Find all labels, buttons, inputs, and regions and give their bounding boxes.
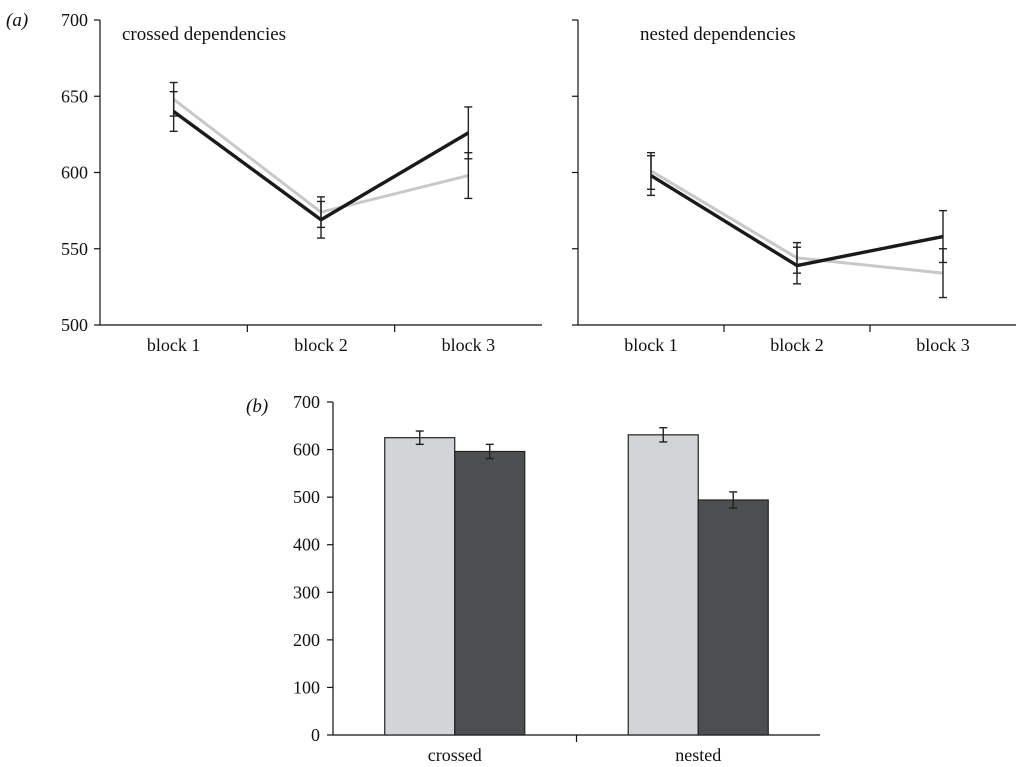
x-tick-label: nested xyxy=(675,745,721,765)
bar-chart: 0 100 200 300 400 500 600 700 crossed nested xyxy=(293,392,820,765)
panel-b-label: (b) xyxy=(246,396,268,417)
panel-a-label: (a) xyxy=(6,10,28,31)
chart-title-crossed: crossed dependencies xyxy=(122,24,286,45)
y-tick-label: 400 xyxy=(293,535,320,555)
y-tick-label: 500 xyxy=(293,487,320,507)
y-tick-label: 550 xyxy=(61,239,88,259)
bar xyxy=(384,437,456,736)
y-tick-label: 650 xyxy=(61,86,88,106)
y-tick-label: 600 xyxy=(293,440,320,460)
series-line xyxy=(172,98,469,214)
y-tick-label: 200 xyxy=(293,630,320,650)
x-tick-label: crossed xyxy=(428,745,482,765)
line-chart-crossed: 500 550 600 650 700 block 1 block 2 block 3 xyxy=(61,10,542,355)
line-chart-nested: block 1 block 2 block 3 xyxy=(572,19,1016,355)
y-tick-label: 300 xyxy=(293,582,320,602)
y-tick-label: 700 xyxy=(61,10,88,30)
y-tick-label: 600 xyxy=(61,163,88,183)
bar xyxy=(627,434,699,736)
x-tick-label: block 2 xyxy=(770,335,824,355)
y-tick-label: 100 xyxy=(293,677,320,697)
y-tick-label: 700 xyxy=(293,392,320,412)
x-tick-label: block 3 xyxy=(916,335,970,355)
y-tick-label: 500 xyxy=(61,315,88,335)
x-tick-label: block 3 xyxy=(442,335,496,355)
bar xyxy=(454,450,526,736)
x-tick-label: block 2 xyxy=(294,335,348,355)
y-tick-label: 0 xyxy=(311,725,320,745)
chart-title-nested: nested dependencies xyxy=(640,24,796,45)
x-tick-label: block 1 xyxy=(147,335,201,355)
x-tick-label: block 1 xyxy=(624,335,678,355)
bar xyxy=(697,499,769,736)
